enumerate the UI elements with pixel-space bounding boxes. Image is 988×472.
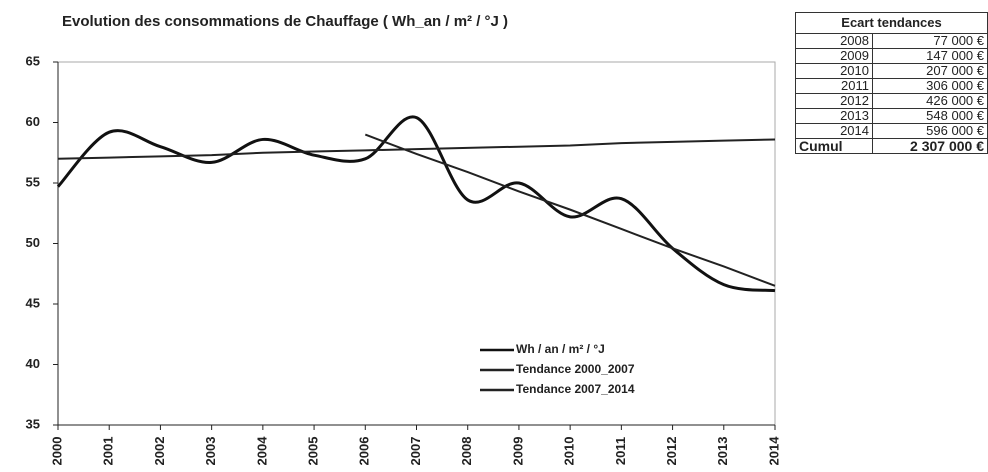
line-series xyxy=(57,138,776,160)
line-series xyxy=(56,115,776,293)
amount-cell: 2 307 000 € xyxy=(872,138,988,154)
y-tick-label: 45 xyxy=(26,295,40,310)
table-row: Cumul 2 307 000 € xyxy=(795,138,988,154)
x-tick-label: 2008 xyxy=(459,437,474,466)
legend-label: Tendance 2000_2007 xyxy=(516,362,635,376)
table-row: 2008 77 000 € xyxy=(795,33,988,49)
y-tick-label: 50 xyxy=(26,235,40,250)
x-tick-label: 2005 xyxy=(306,437,321,466)
year-cell: 2009 xyxy=(795,48,873,64)
y-tick-label: 60 xyxy=(26,114,40,129)
x-tick-label: 2000 xyxy=(49,437,64,466)
table-row: 2011 306 000 € xyxy=(795,78,988,94)
table-row: 2012 426 000 € xyxy=(795,93,988,109)
table-row: 2014 596 000 € xyxy=(795,123,988,139)
amount-cell: 426 000 € xyxy=(872,93,988,109)
table: Ecart tendances 2008 77 000 €2009 147 000 €… xyxy=(795,12,988,154)
year-cell: 2010 xyxy=(795,63,873,79)
x-tick-label: 2014 xyxy=(766,436,781,466)
legend-label: Tendance 2007_2014 xyxy=(516,382,635,396)
x-tick-label: 2009 xyxy=(510,437,525,466)
x-tick-label: 2001 xyxy=(101,437,116,466)
year-cell: 2012 xyxy=(795,93,873,109)
x-tick-label: 2011 xyxy=(613,437,628,465)
amount-cell: 596 000 € xyxy=(872,123,988,139)
x-tick-label: 2012 xyxy=(664,437,679,466)
year-cell: 2011 xyxy=(795,78,873,94)
amount-cell: 306 000 € xyxy=(872,78,988,94)
x-tick-label: 2007 xyxy=(408,437,423,466)
table-row: 2009 147 000 € xyxy=(795,48,988,64)
y-tick-label: 40 xyxy=(26,356,40,371)
year-cell: Cumul xyxy=(795,138,873,154)
year-cell: 2008 xyxy=(795,33,873,49)
amount-cell: 77 000 € xyxy=(872,33,988,49)
x-tick-label: 2010 xyxy=(562,437,577,466)
x-tick-label: 2013 xyxy=(715,437,730,466)
x-tick-label: 2002 xyxy=(152,437,167,466)
y-tick-label: 65 xyxy=(26,53,40,68)
year-cell: 2013 xyxy=(795,108,873,124)
x-tick-label: 2004 xyxy=(254,436,269,466)
chart-title: Evolution des consommations de Chauffage… xyxy=(62,13,508,30)
y-tick-label: 35 xyxy=(26,416,40,431)
table-row: 2010 207 000 € xyxy=(795,63,988,79)
chart: Evolution des consommations de Chauffage… xyxy=(26,13,782,466)
year-cell: 2014 xyxy=(795,123,873,139)
x-tick-label: 2006 xyxy=(357,437,372,466)
amount-cell: 548 000 € xyxy=(872,108,988,124)
legend-label: Wh / an / m² / °J xyxy=(516,342,605,356)
table-header: Ecart tendances xyxy=(795,12,988,34)
line-series xyxy=(364,133,776,287)
amount-cell: 207 000 € xyxy=(872,63,988,79)
y-tick-label: 55 xyxy=(26,174,40,189)
amount-cell: 147 000 € xyxy=(872,48,988,64)
table-row: 2013 548 000 € xyxy=(795,108,988,124)
table-header-row: Ecart tendances xyxy=(795,12,988,34)
x-tick-label: 2003 xyxy=(203,437,218,466)
